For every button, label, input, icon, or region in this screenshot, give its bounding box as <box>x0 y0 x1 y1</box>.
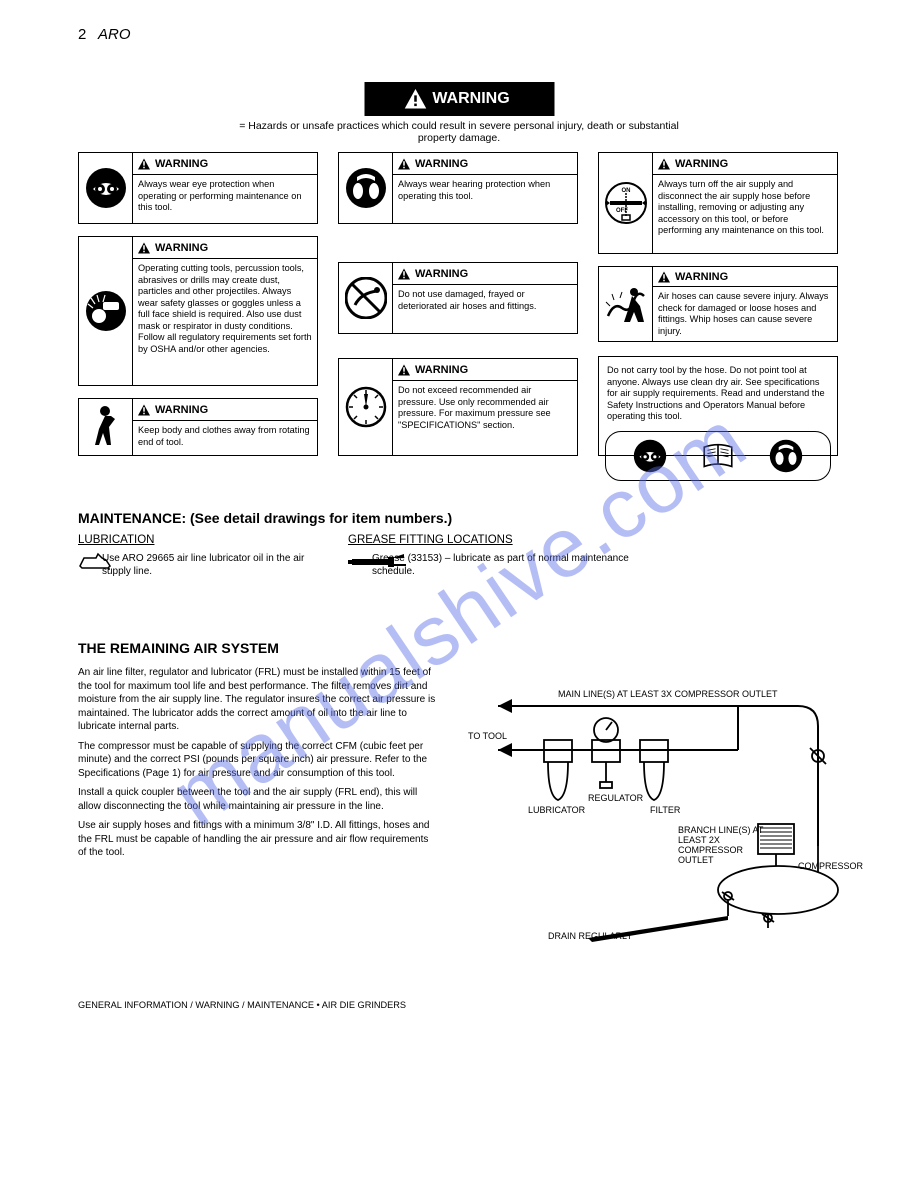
warning-card-projectiles: WARNING Operating cutting tools, percuss… <box>78 236 318 386</box>
warning-card-nohose: WARNING Do not use damaged, frayed or de… <box>338 262 578 334</box>
diagram-label-regulator: REGULATOR <box>588 794 643 804</box>
footer-note: GENERAL INFORMATION / WARNING / MAINTENA… <box>78 1000 858 1012</box>
no-damaged-hose-icon <box>345 277 387 319</box>
warning-title-bar: WARNING <box>364 82 554 116</box>
summary-icons-pill <box>605 431 831 481</box>
diagram-label-lubricator: LUBRICATOR <box>528 806 585 816</box>
maintenance-section: MAINTENANCE: (See detail drawings for it… <box>78 510 858 582</box>
summary-card: Do not carry tool by the hose. Do not po… <box>598 356 838 456</box>
frl-text: An air line filter, regulator and lubric… <box>78 666 438 971</box>
lubrication-title: LUBRICATION <box>78 534 308 546</box>
diagram-label-totool: TO TOOL <box>468 732 507 742</box>
diagram-label-filter: FILTER <box>650 806 680 816</box>
person-walking-icon <box>89 405 123 449</box>
diagram-label-branch: BRANCH LINE(S) AT LEAST 2X COMPRESSOR OU… <box>678 826 768 866</box>
grease-title: GREASE FITTING LOCATIONS <box>348 534 648 546</box>
ear-protection-icon <box>769 439 803 473</box>
warning-triangle-icon <box>137 242 151 254</box>
warning-header: WARNING <box>415 364 468 376</box>
warning-triangle-icon <box>137 404 151 416</box>
warning-card-eye: WARNING Always wear eye protection when … <box>78 152 318 224</box>
warning-triangle-icon <box>397 158 411 170</box>
frl-diagram: MAIN LINE(S) AT LEAST 3X COMPRESSOR OUTL… <box>458 666 858 971</box>
warning-triangle-icon <box>137 158 151 170</box>
diagram-label-compressor: COMPRESSOR <box>798 862 863 872</box>
warning-triangle-icon <box>404 89 426 109</box>
warning-text: Always turn off the air supply and disco… <box>653 175 837 241</box>
air-system-diagram <box>458 666 858 966</box>
eye-protection-icon <box>85 167 127 209</box>
grinding-sparks-icon <box>85 290 127 332</box>
ear-protection-icon <box>345 167 387 209</box>
warning-text: Do not exceed recommended air pressure. … <box>393 381 577 435</box>
warning-card-ear: WARNING Always wear hearing protection w… <box>338 152 578 224</box>
warning-subtitle: = Hazards or unsafe practices which coul… <box>230 120 689 144</box>
warning-text: Always wear eye protection when operatin… <box>133 175 317 218</box>
frl-paragraph: An air line filter, regulator and lubric… <box>78 666 438 734</box>
eye-protection-icon <box>633 439 667 473</box>
warning-card-pressure: WARNING Do not exceed recommended air pr… <box>338 358 578 456</box>
warning-triangle-icon <box>397 268 411 280</box>
warning-header: WARNING <box>415 268 468 280</box>
warning-title-text: WARNING <box>432 90 509 108</box>
warning-triangle-icon <box>657 271 671 283</box>
frl-heading: THE REMAINING AIR SYSTEM <box>78 640 858 656</box>
warning-card-shutoff: ON OFF WARNING Always turn off the air s… <box>598 152 838 254</box>
warning-card-whip: WARNING Air hoses can cause severe injur… <box>598 266 838 342</box>
summary-text: Do not carry tool by the hose. Do not po… <box>605 363 831 423</box>
diagram-label-drain: DRAIN REGULARLY <box>548 932 632 942</box>
warning-text: Keep body and clothes away from rotating… <box>133 421 317 452</box>
read-manual-icon <box>701 439 735 473</box>
warning-text: Do not use damaged, frayed or deteriorat… <box>393 285 577 316</box>
warning-header: WARNING <box>415 158 468 170</box>
hose-whip-icon <box>604 282 648 326</box>
frl-paragraph: Use air supply hoses and fittings with a… <box>78 819 438 860</box>
diagram-label-mainline: MAIN LINE(S) AT LEAST 3X COMPRESSOR OUTL… <box>558 690 778 700</box>
warning-triangle-icon <box>397 364 411 376</box>
frl-section: THE REMAINING AIR SYSTEM An air line fil… <box>78 640 858 971</box>
warning-text: Always wear hearing protection when oper… <box>393 175 577 206</box>
pressure-gauge-icon <box>344 385 388 429</box>
maintenance-heading: MAINTENANCE: (See detail drawings for it… <box>78 510 858 526</box>
warning-header: WARNING <box>675 271 728 283</box>
warning-header: WARNING <box>155 158 208 170</box>
warning-header: WARNING <box>675 158 728 170</box>
warning-text: Air hoses can cause severe injury. Alway… <box>653 287 837 341</box>
warning-header: WARNING <box>155 404 208 416</box>
warning-text: Operating cutting tools, percussion tool… <box>133 259 317 359</box>
shutoff-valve-icon: ON OFF <box>604 181 648 225</box>
manual-page: 2 ARO WARNING = Hazards or unsafe practi… <box>0 0 918 1188</box>
grease-text: Grease (33153) – lubricate as part of no… <box>372 552 648 578</box>
frl-paragraph: Install a quick coupler between the tool… <box>78 786 438 813</box>
lubrication-text: Use ARO 29665 air line lubricator oil in… <box>102 552 308 578</box>
frl-paragraph: The compressor must be capable of supply… <box>78 740 438 781</box>
warning-card-bystander: WARNING Keep body and clothes away from … <box>78 398 318 456</box>
page-number: 2 <box>78 26 86 43</box>
title-block: WARNING = Hazards or unsafe practices wh… <box>230 82 689 144</box>
brand-tag: ARO <box>98 26 131 43</box>
warning-triangle-icon <box>657 158 671 170</box>
warning-header: WARNING <box>155 242 208 254</box>
